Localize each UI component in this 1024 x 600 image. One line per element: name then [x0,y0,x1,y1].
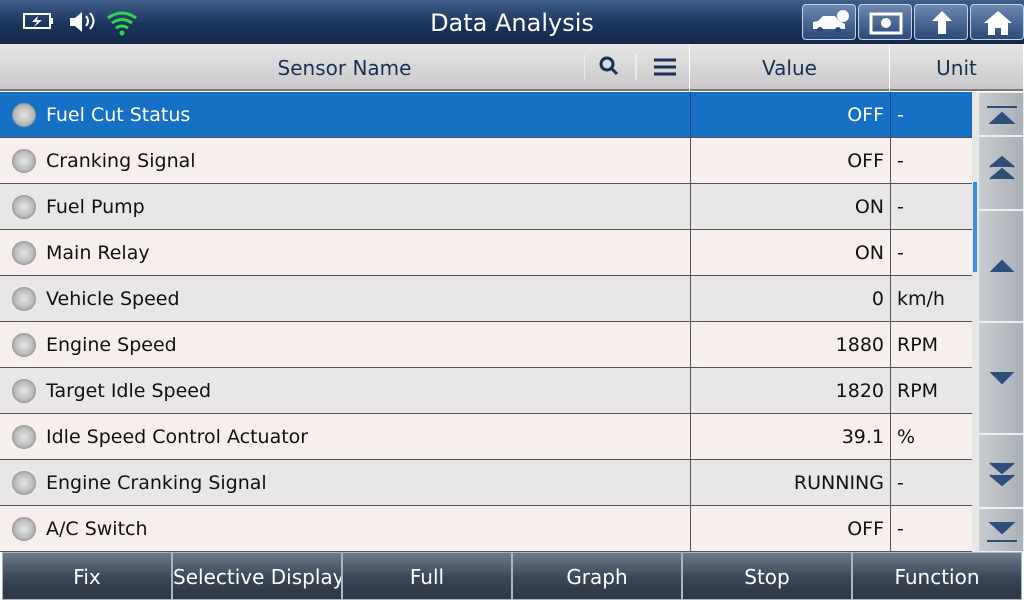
column-header: Value [690,44,890,91]
scrollbar[interactable] [972,92,978,552]
sensor-name: Target Idle Speed [46,380,212,402]
sensor-value: 1820 [690,368,890,413]
sensor-name: Vehicle Speed [46,288,180,310]
footer-button[interactable]: Function [852,552,1022,600]
row-indicator [12,333,36,357]
scroll-nav-button[interactable] [978,434,1024,508]
table-header [0,44,1024,91]
sensor-name: Fuel Pump [46,196,145,218]
sensor-name: Fuel Cut Status [46,104,191,126]
sensor-value: 39.1 [690,414,890,459]
table-row[interactable]: Target Idle Speed 1820 RPM [0,368,972,414]
header-tools[interactable] [584,52,690,84]
column-label: Value [762,56,817,80]
scroll-nav-button[interactable] [978,92,1024,136]
table-row[interactable]: Engine Speed 1880 RPM [0,322,972,368]
sensor-unit: RPM [890,322,972,367]
arrow-icon [987,522,1017,542]
scroll-thumb[interactable] [973,182,977,272]
footer-button[interactable]: Fix [2,552,172,600]
row-indicator [12,379,36,403]
row-indicator [12,517,36,541]
column-header: Unit [890,44,1024,91]
sensor-name: A/C Switch [46,518,148,540]
screenshot-button[interactable] [858,4,912,40]
table-row[interactable]: Cranking Signal OFF - [0,138,972,184]
row-indicator [12,149,36,173]
row-indicator [12,103,36,127]
sensor-unit: RPM [890,368,972,413]
back-button[interactable] [914,4,968,40]
scroll-nav-button[interactable] [978,136,1024,210]
status-icons [23,11,137,36]
sensor-value: ON [690,230,890,275]
table-row[interactable]: A/C Switch OFF - [0,506,972,552]
footer-button[interactable]: Selective Display [172,552,342,600]
sensor-name: Engine Cranking Signal [46,472,267,494]
footer-button[interactable]: Stop [682,552,852,600]
table-row[interactable]: Fuel Pump ON - [0,184,972,230]
sensor-unit: - [890,230,972,275]
sensor-value: OFF [690,506,890,551]
table-row[interactable]: Idle Speed Control Actuator 39.1% [0,414,972,460]
column-label: Unit [936,56,977,80]
sensor-value: ON [690,184,890,229]
sensor-value: 0 [690,276,890,321]
row-indicator [12,425,36,449]
footer-button[interactable]: Full [342,552,512,600]
sensor-unit: - [890,506,972,551]
sensor-unit: - [890,460,972,505]
footer-button[interactable]: Graph [512,552,682,600]
sensor-value: OFF [690,92,890,137]
arrow-icon [987,106,1017,124]
arrow-icon [989,259,1015,272]
row-indicator [12,195,36,219]
scroll-nav-button[interactable] [978,508,1024,552]
sensor-value: OFF [690,138,890,183]
sensor-unit: % [890,414,972,459]
sensor-value: 1880 [690,322,890,367]
scroll-nav-button[interactable] [978,210,1024,322]
table-row[interactable]: Fuel Cut Status OFF - [0,92,972,138]
home-button[interactable] [970,4,1024,40]
sensor-unit: km/h [890,276,972,321]
sensor-name: Engine Speed [46,334,177,356]
table-row[interactable]: Engine Cranking Signal RUNNING - [0,460,972,506]
table-row[interactable]: Vehicle Speed 0 km/h [0,276,972,322]
column-header: Sensor Name [0,44,690,91]
sensor-value: RUNNING [690,460,890,505]
sensor-name: Cranking Signal [46,150,196,172]
scroll-nav-button[interactable] [978,322,1024,434]
vehicle-info-button[interactable] [802,4,856,40]
row-indicator [12,241,36,265]
sensor-unit: - [890,184,972,229]
sensor-name: Idle Speed Control Actuator [46,426,309,448]
row-indicator [12,287,36,311]
arrow-icon [989,155,1015,180]
table-row[interactable]: Main Relay ON - [0,230,972,276]
sensor-name: Main Relay [46,242,150,264]
arrow-icon [989,372,1015,385]
arrow-icon [989,462,1015,487]
sensor-unit: - [890,92,972,137]
column-label: Sensor Name [277,56,412,80]
sensor-unit: - [890,138,972,183]
title: Data Analysis [430,9,594,37]
row-indicator [12,471,36,495]
